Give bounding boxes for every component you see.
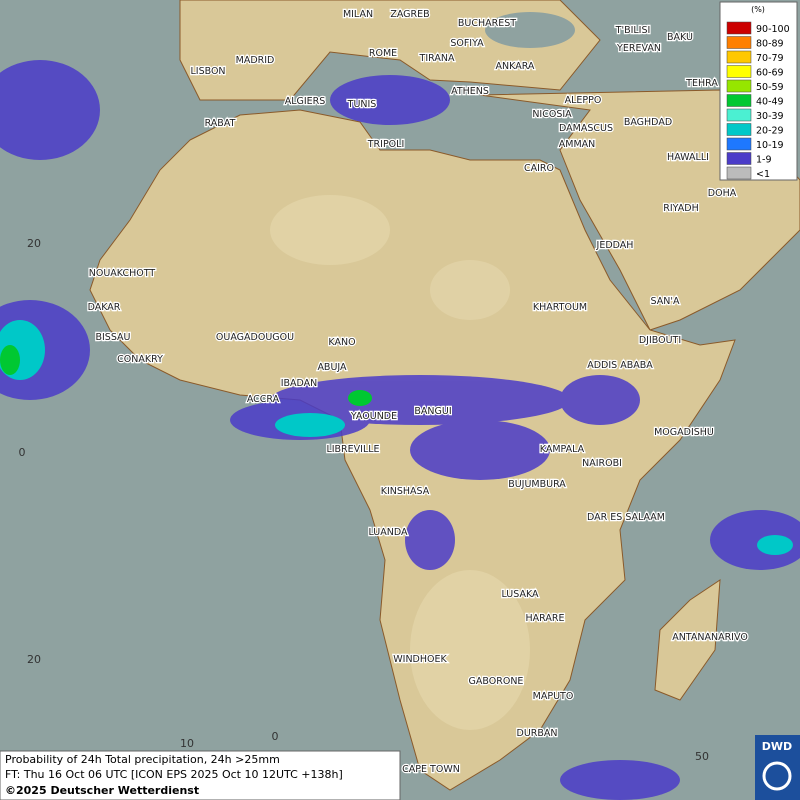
legend-swatch (726, 50, 752, 64)
city-label: HAWALLI (667, 152, 709, 163)
legend-label: 1-9 (756, 155, 772, 166)
legend-swatch (726, 137, 752, 151)
city-label: OUAGADOUGOU (216, 332, 294, 343)
city-label: BANGUI (414, 406, 451, 417)
city-label: TIRANA (419, 53, 455, 64)
footer-title: Probability of 24h Total precipitation, … (5, 753, 280, 766)
logo-text: DWD (762, 740, 792, 753)
legend-swatch (726, 123, 752, 136)
city-label: LIBREVILLE (326, 444, 379, 455)
city-label: TRIPOLI (367, 139, 405, 150)
legend-swatch (726, 166, 752, 180)
city-label: KAMPALA (540, 444, 585, 455)
lon-label: 0 (272, 730, 279, 743)
lon-label: 50 (695, 750, 709, 763)
city-label: BUJUMBURA (508, 479, 566, 490)
city-label: DJIBOUTI (639, 335, 681, 346)
city-label: ADDIS ABABA (587, 360, 653, 371)
city-label: BAKU (667, 32, 693, 43)
city-label: ZAGREB (390, 9, 429, 20)
legend-swatch (726, 65, 752, 78)
lat-label: 20 (27, 237, 41, 250)
city-label: CAIRO (524, 163, 554, 174)
legend-label: 30-39 (756, 111, 784, 122)
city-label: ACCRA (247, 394, 280, 405)
city-label: LISBON (190, 66, 225, 77)
footer-forecast: FT: Thu 16 Oct 06 UTC [ICON EPS 2025 Oct… (5, 768, 343, 781)
city-label: KANO (328, 337, 355, 348)
city-label: LUSAKA (501, 589, 539, 600)
city-label: CONAKRY (117, 354, 163, 365)
city-label: DAMASCUS (559, 123, 613, 134)
city-label: HARARE (526, 613, 565, 624)
city-label: YEREVAN (616, 43, 661, 54)
legend-title: (%) (751, 5, 765, 14)
city-label: KHARTOUM (533, 302, 587, 313)
city-label: TEHRA (685, 78, 718, 89)
city-label: MADRID (236, 55, 275, 66)
legend-label: 20-29 (756, 126, 784, 137)
city-label: IBADAN (281, 378, 318, 389)
city-label: DURBAN (517, 728, 558, 739)
city-label: LUANDA (368, 527, 408, 538)
footer-copyright: ©2025 Deutscher Wetterdienst (5, 784, 199, 797)
legend-swatch (726, 108, 752, 122)
city-label: CAPE TOWN (402, 764, 460, 775)
city-label: WINDHOEK (393, 654, 447, 665)
city-label: ALEPPO (565, 95, 602, 106)
city-label: ABUJA (317, 362, 347, 373)
city-label: RABAT (205, 118, 236, 129)
city-label: DAKAR (88, 302, 121, 313)
legend-label: 70-79 (756, 53, 784, 64)
city-label: AMMAN (559, 139, 596, 150)
legend-swatch (726, 152, 752, 165)
city-label: BAGHDAD (624, 117, 672, 128)
footer-box (0, 750, 401, 800)
city-label: MILAN (343, 9, 373, 20)
city-label: NOUAKCHOTT (89, 268, 156, 279)
legend-label: 50-59 (756, 82, 784, 93)
city-label: YAOUNDE (350, 411, 397, 422)
legend-label: 80-89 (756, 39, 784, 50)
legend-swatch (726, 21, 752, 35)
city-label: BUCHAREST (458, 18, 516, 29)
city-label: ALGIERS (285, 96, 326, 107)
lon-label: 10 (180, 737, 194, 750)
lat-label: 20 (27, 653, 41, 666)
legend-label: 90-100 (756, 24, 790, 35)
city-label: ANTANANARIVO (672, 632, 748, 643)
city-label: MAPUTO (533, 691, 574, 702)
city-label: NAIROBI (582, 458, 622, 469)
city-label: ATHENS (451, 86, 489, 97)
legend-swatch (726, 36, 752, 49)
legend-label: 10-19 (756, 140, 784, 151)
city-label: RIYADH (663, 203, 698, 214)
city-label: T'BILISI (615, 25, 651, 36)
city-label: NICOSIA (532, 109, 572, 120)
city-label: BISSAU (95, 332, 130, 343)
city-label: TUNIS (347, 99, 377, 110)
precipitation-high (0, 320, 793, 555)
city-label: SAN'A (651, 296, 680, 307)
city-label: ROME (369, 48, 397, 59)
legend-label: <1 (756, 169, 770, 180)
city-label: KINSHASA (381, 486, 430, 497)
city-label: DAR ES SALAAM (587, 512, 665, 523)
legend-swatch (726, 79, 752, 93)
legend-swatch (726, 94, 752, 107)
city-label: DOHA (708, 188, 737, 199)
lat-label: 0 (19, 446, 26, 459)
city-label: JEDDAH (596, 240, 634, 251)
legend-label: 60-69 (756, 68, 784, 79)
legend-label: 40-49 (756, 97, 784, 108)
city-label: GABORONE (469, 676, 524, 687)
city-label: MOGADISHU (654, 427, 714, 438)
city-label: ANKARA (496, 61, 535, 72)
city-label: SOFIYA (450, 38, 484, 49)
